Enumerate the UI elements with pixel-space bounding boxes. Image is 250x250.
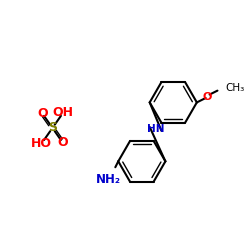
Text: OH: OH (53, 106, 74, 119)
Text: HO: HO (31, 137, 52, 150)
Text: O: O (203, 92, 212, 102)
Text: O: O (37, 107, 48, 120)
Text: CH₃: CH₃ (225, 83, 244, 93)
Text: NH₂: NH₂ (96, 173, 121, 186)
Text: S: S (48, 122, 57, 134)
Text: HN: HN (147, 124, 164, 134)
Text: O: O (57, 136, 68, 149)
